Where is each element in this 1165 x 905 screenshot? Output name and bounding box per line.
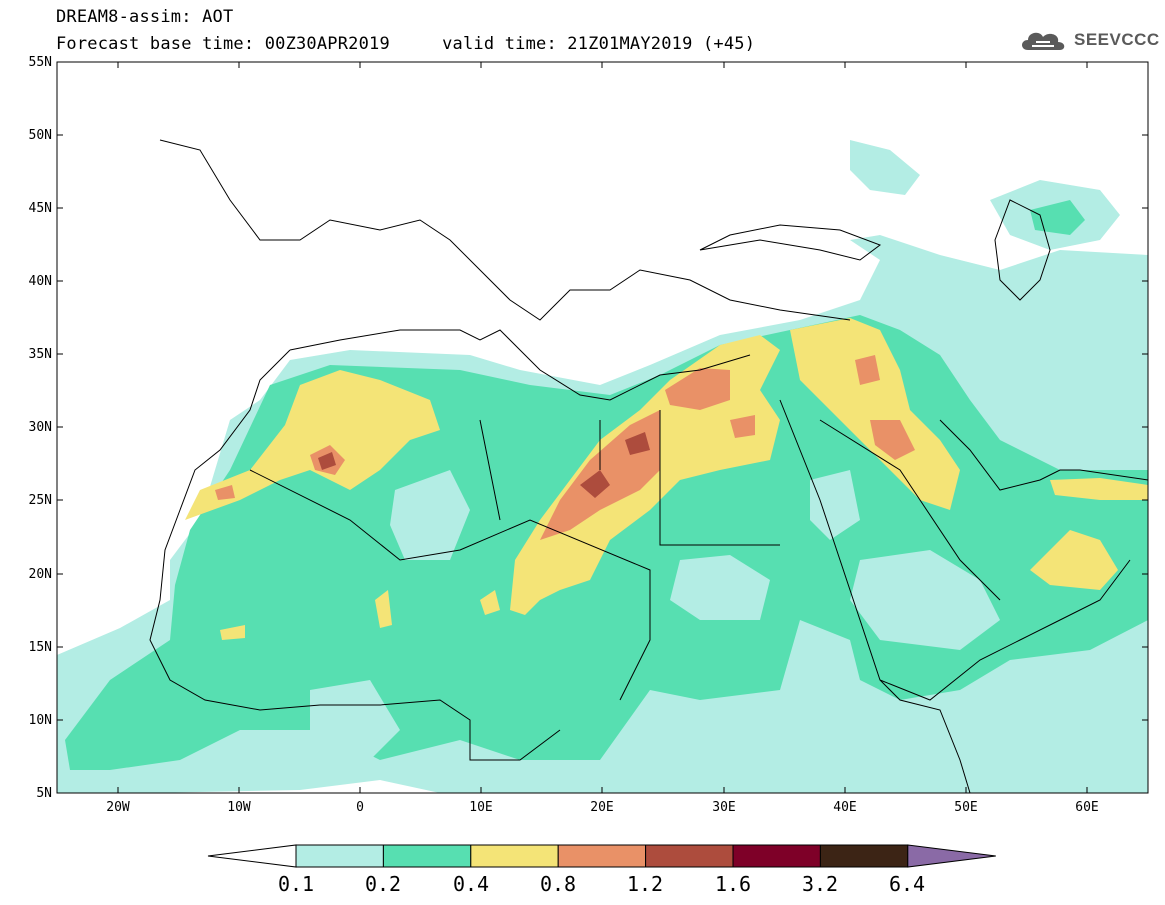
lat-label: 10N xyxy=(29,713,52,728)
aot-band-0-1-north xyxy=(850,140,920,195)
border-sahara xyxy=(249,469,651,701)
lat-label: 20N xyxy=(29,567,52,582)
border-egypt xyxy=(659,410,780,546)
coast-west-africa xyxy=(149,349,321,711)
aot-hole-1 xyxy=(390,470,470,560)
lon-label: 50E xyxy=(954,800,977,815)
colorbar-label: 1.6 xyxy=(714,872,752,896)
lat-label: 50N xyxy=(29,128,52,143)
map-title: DREAM8-assim: AOT xyxy=(56,7,234,27)
coast-east-africa xyxy=(879,679,971,793)
colorbar-swatch xyxy=(295,844,384,868)
lon-label: 60E xyxy=(1075,800,1098,815)
colorbar-swatch xyxy=(819,844,909,868)
aot-band-0-4-east xyxy=(790,318,960,510)
coast-red-sea xyxy=(779,399,1131,701)
aot-hole-4 xyxy=(310,680,400,770)
colorbar-label: 3.2 xyxy=(801,872,839,896)
lon-label: 20W xyxy=(106,800,130,815)
lon-label: 40E xyxy=(833,800,856,815)
colorbar-label: 0.2 xyxy=(364,872,402,896)
colorbar-label: 1.2 xyxy=(626,872,664,896)
aot-band-0-4-west xyxy=(185,370,440,520)
logo-text: SEEVCCC xyxy=(1074,30,1160,49)
coastlines xyxy=(149,139,1148,793)
colorbar-lower-extend xyxy=(207,844,297,868)
lat-label: 30N xyxy=(29,420,52,435)
lat-axis: 5N 10N 15N 20N 25N 30N 35N 40N 45N 50N 5… xyxy=(29,55,1148,801)
lat-label: 25N xyxy=(29,493,52,508)
seevccc-logo: SEEVCCC xyxy=(1018,26,1160,54)
aot-band-0-8-iraq xyxy=(855,355,915,460)
colorbar-swatch xyxy=(470,844,559,868)
lat-label: 35N xyxy=(29,347,52,362)
lat-label: 40N xyxy=(29,274,52,289)
aot-shading xyxy=(57,140,1148,793)
colorbar-swatch xyxy=(732,844,821,868)
lat-label: 5N xyxy=(36,786,52,801)
lon-label: 10W xyxy=(227,800,251,815)
colorbar-label: 6.4 xyxy=(888,872,926,896)
aot-band-0-8-egypt xyxy=(665,368,730,410)
lat-label: 15N xyxy=(29,640,52,655)
colorbar-swatch xyxy=(382,844,472,868)
coast-north-africa xyxy=(289,329,751,401)
aot-band-0-4-arabia xyxy=(1030,530,1118,590)
colorbar-label: 0.4 xyxy=(452,872,490,896)
aot-hole-5 xyxy=(810,470,860,540)
aot-band-0-2-caspian xyxy=(1030,200,1085,235)
aot-band-0-4-gulf xyxy=(1050,478,1148,500)
lon-label: 10E xyxy=(469,800,492,815)
lon-label: 20E xyxy=(590,800,613,815)
aot-hole-3 xyxy=(850,550,1000,650)
aot-hole-2 xyxy=(670,555,770,620)
coast-black-sea xyxy=(699,224,882,261)
border-arabia xyxy=(819,419,1001,601)
lon-axis: 20W 10W 0 10E 20E 30E 40E 50E 60E xyxy=(106,62,1099,815)
lon-label: 30E xyxy=(712,800,735,815)
cloud-icon xyxy=(1022,32,1065,50)
coast-persian-gulf xyxy=(939,419,1148,491)
map-subtitle: Forecast base time: 00Z30APR2019 valid t… xyxy=(56,34,756,54)
colorbar-upper-extend xyxy=(907,844,996,868)
lat-label: 55N xyxy=(29,55,52,70)
coast-gulf-guinea xyxy=(320,699,561,761)
coast-caspian xyxy=(994,199,1051,301)
colorbar-swatch xyxy=(645,844,734,868)
colorbar-label: 0.8 xyxy=(539,872,577,896)
colorbar xyxy=(207,844,996,868)
border-libya xyxy=(479,419,601,521)
lon-label: 0 xyxy=(356,800,364,815)
colorbar-swatch xyxy=(557,844,647,868)
colorbar-label: 0.1 xyxy=(277,872,315,896)
lat-label: 45N xyxy=(29,201,52,216)
coast-europe xyxy=(159,139,851,321)
